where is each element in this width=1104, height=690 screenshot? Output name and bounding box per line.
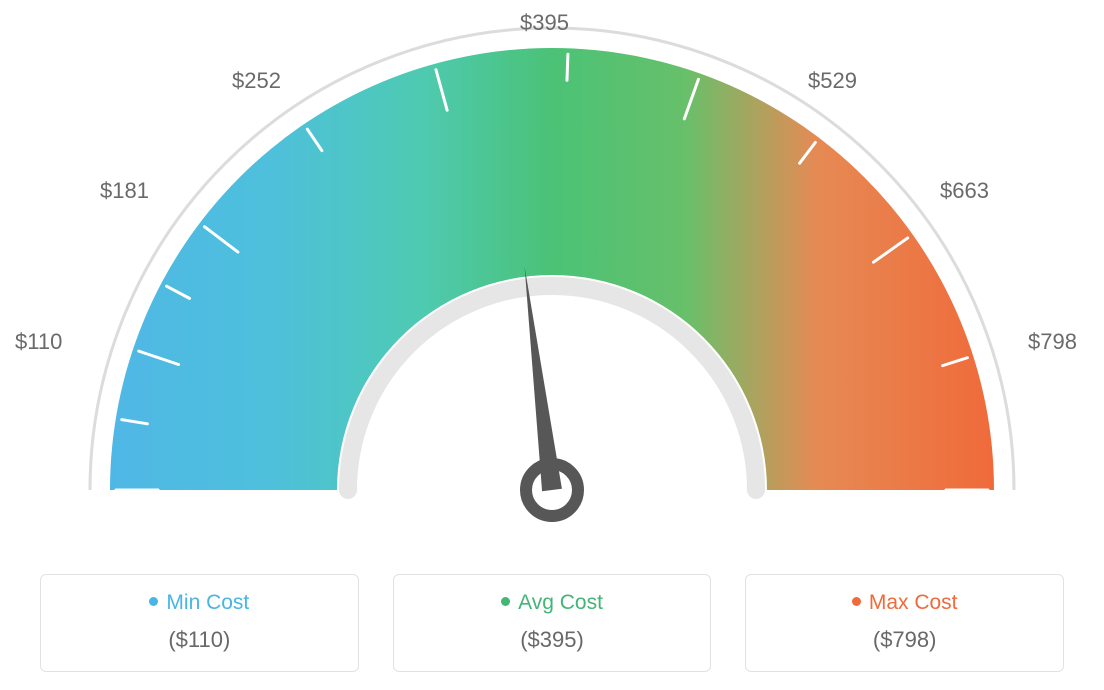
- gauge-tick-label: $395: [520, 10, 569, 36]
- gauge-tick-label: $181: [100, 178, 149, 204]
- legend-title-avg: Avg Cost: [404, 591, 701, 615]
- legend-value-max: ($798): [756, 627, 1053, 653]
- gauge-tick-label: $110: [15, 329, 62, 355]
- legend-dot-min: [149, 597, 158, 606]
- gauge-svg: [0, 0, 1104, 560]
- legend-title-min: Min Cost: [51, 591, 348, 615]
- legend-value-avg: ($395): [404, 627, 701, 653]
- legend-label-avg: Avg Cost: [518, 591, 603, 614]
- legend-label-min: Min Cost: [166, 591, 249, 614]
- legend-value-min: ($110): [51, 627, 348, 653]
- gauge-tick-label: $663: [940, 178, 989, 204]
- gauge-tick-label: $252: [232, 68, 281, 94]
- gauge-tick-label: $798: [1028, 329, 1077, 355]
- legend-title-max: Max Cost: [756, 591, 1053, 615]
- legend-dot-avg: [501, 597, 510, 606]
- legend-row: Min Cost ($110) Avg Cost ($395) Max Cost…: [0, 574, 1104, 672]
- legend-dot-max: [852, 597, 861, 606]
- legend-card-avg: Avg Cost ($395): [393, 574, 712, 672]
- legend-label-max: Max Cost: [869, 591, 958, 614]
- gauge-tick-label: $529: [808, 68, 857, 94]
- legend-card-min: Min Cost ($110): [40, 574, 359, 672]
- legend-card-max: Max Cost ($798): [745, 574, 1064, 672]
- cost-gauge: $110 $181 $252 $395 $529 $663 $798: [0, 0, 1104, 560]
